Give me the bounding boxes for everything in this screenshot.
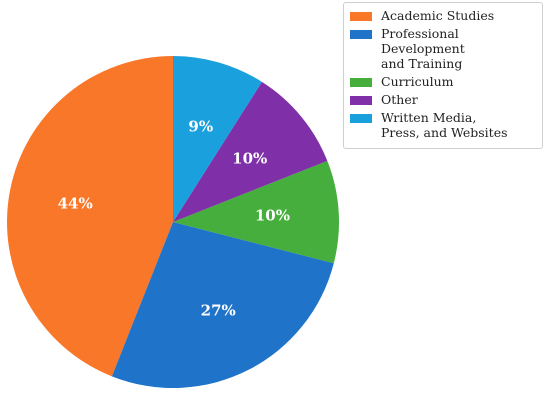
slice-label-0: 44% <box>58 194 93 212</box>
legend-item-2: Curriculum <box>350 74 536 89</box>
legend-item-4: Written Media, Press, and Websites <box>350 110 536 140</box>
legend-swatch-0 <box>350 12 372 21</box>
legend-item-0: Academic Studies <box>350 8 536 23</box>
pie-slice-4 <box>173 56 262 222</box>
legend-label-2: Curriculum <box>381 74 454 89</box>
legend-label-0: Academic Studies <box>381 8 495 23</box>
legend-label-3: Other <box>381 92 418 107</box>
legend-label-4: Written Media, Press, and Websites <box>381 110 508 140</box>
legend-swatch-3 <box>350 96 372 105</box>
slice-label-2: 10% <box>255 207 290 225</box>
legend: Academic Studies Professional Development… <box>343 2 543 149</box>
slice-label-3: 10% <box>232 150 267 168</box>
legend-item-1: Professional Development and Training <box>350 26 536 71</box>
legend-swatch-4 <box>350 114 372 123</box>
legend-item-3: Other <box>350 92 536 107</box>
slice-label-4: 9% <box>188 117 213 135</box>
legend-swatch-2 <box>350 78 372 87</box>
pie-slice-0 <box>6 56 174 377</box>
pie-slice-1 <box>111 222 334 388</box>
pie-slice-3 <box>173 81 328 222</box>
legend-label-1: Professional Development and Training <box>381 26 465 71</box>
pie-slice-2 <box>173 160 339 264</box>
legend-swatch-1 <box>350 30 372 39</box>
slice-label-1: 27% <box>201 302 236 320</box>
